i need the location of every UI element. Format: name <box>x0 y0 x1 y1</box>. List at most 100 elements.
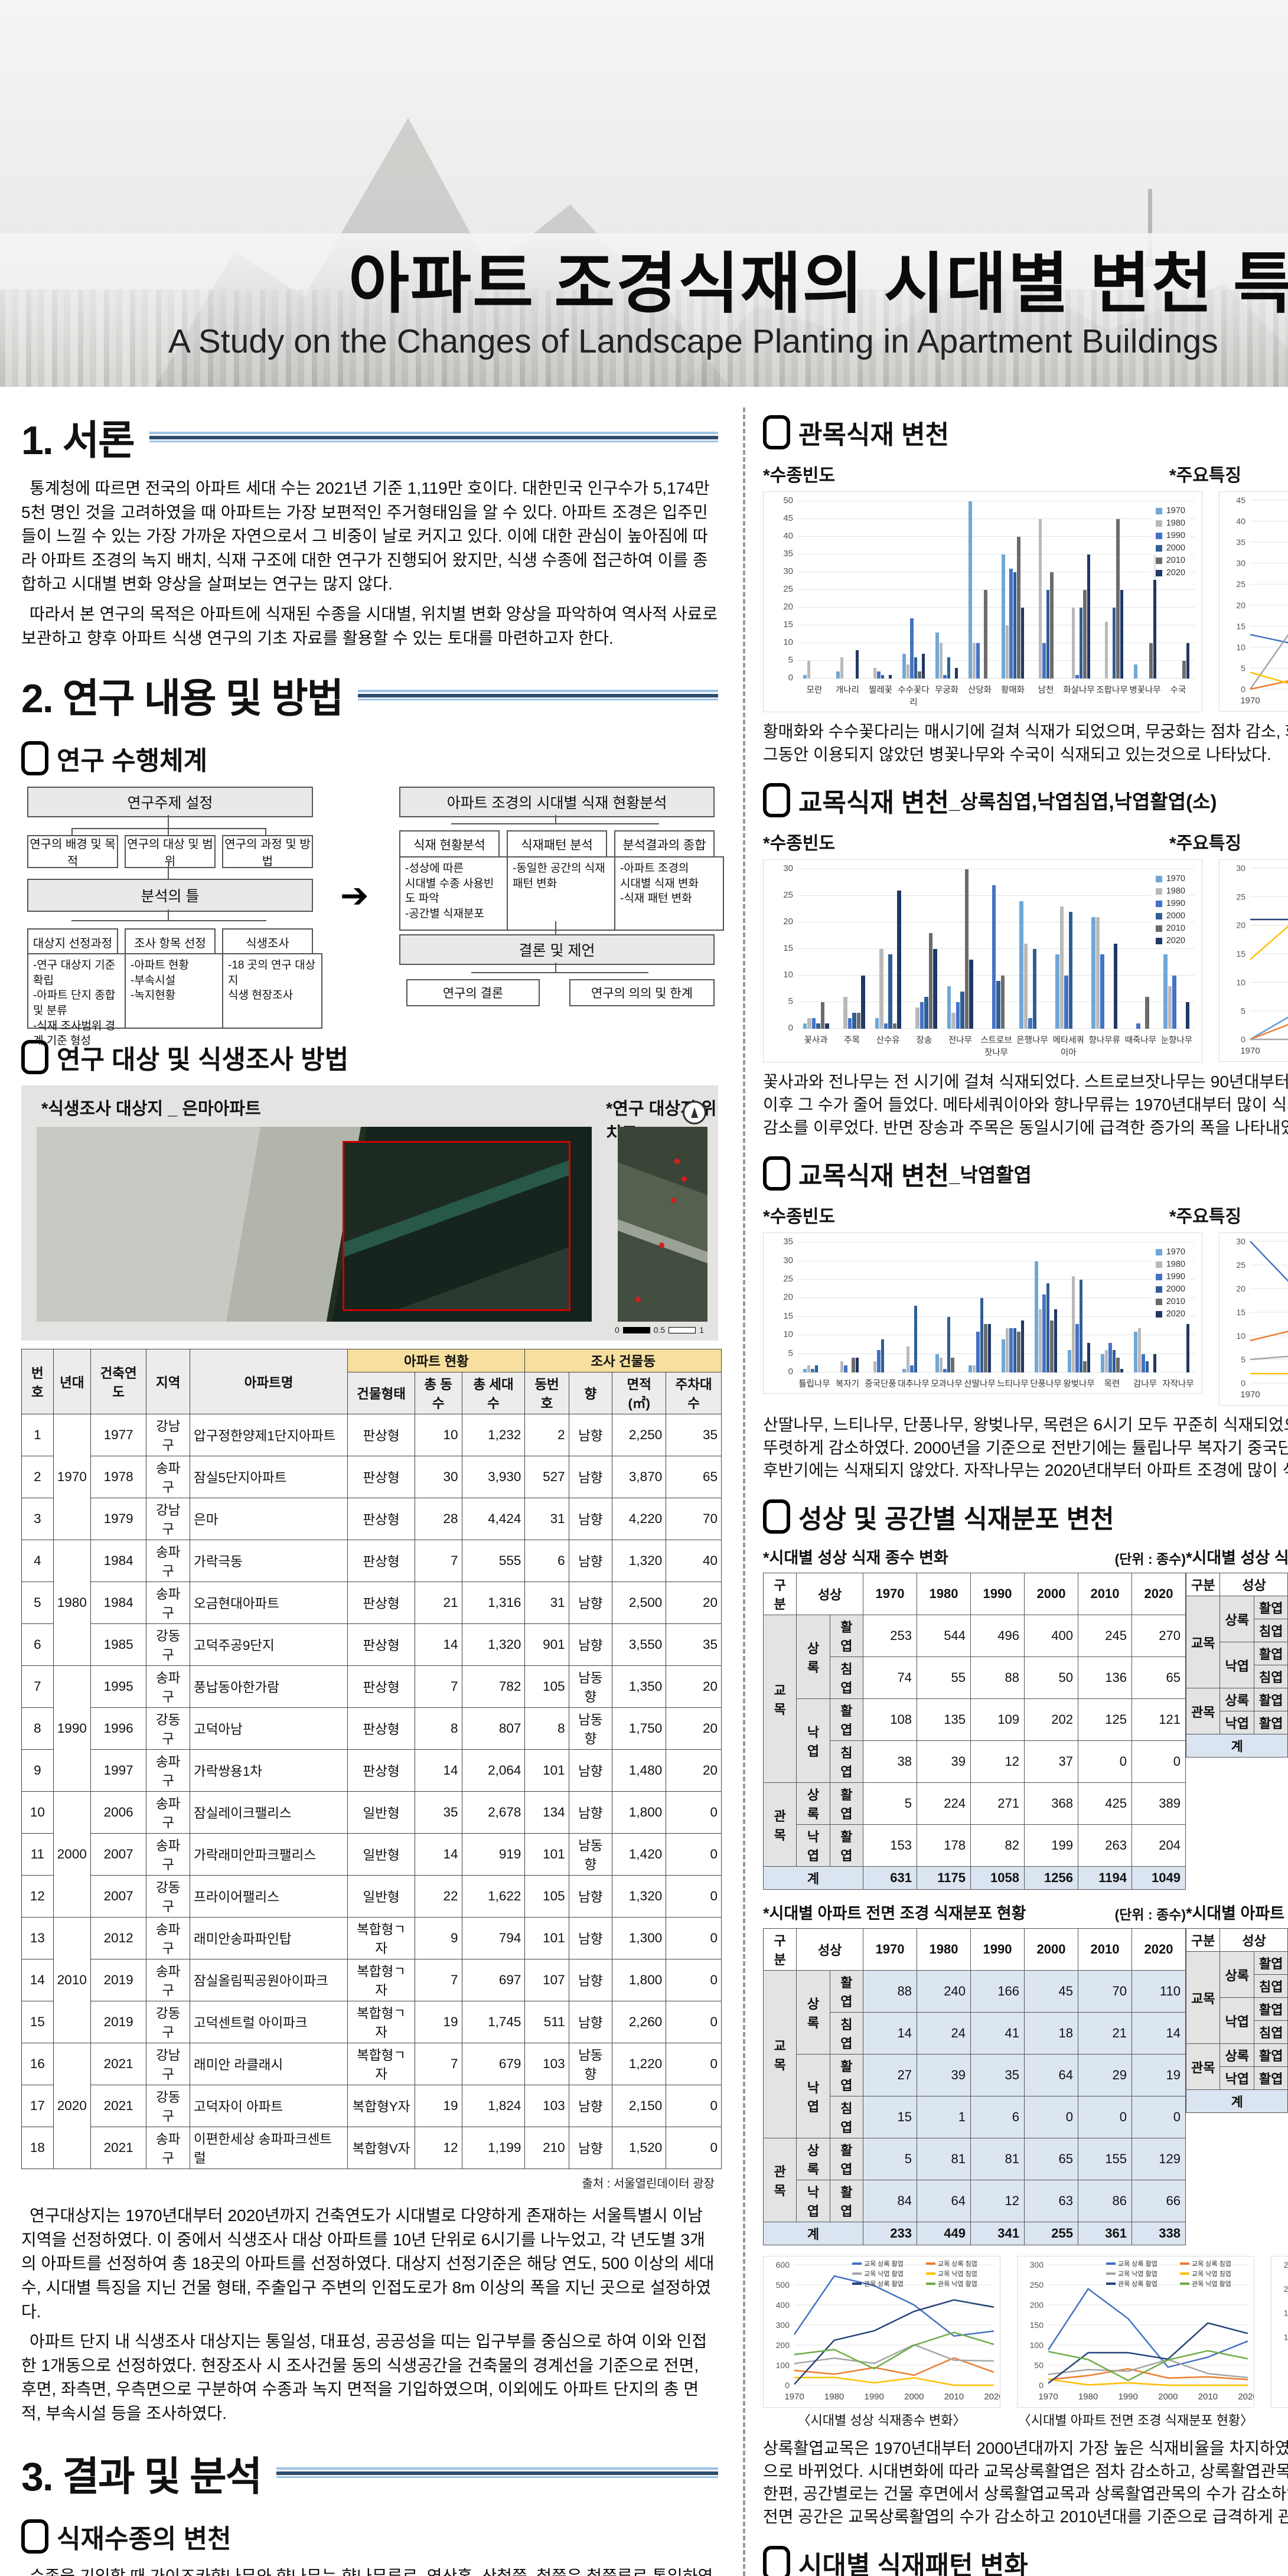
bar <box>1023 944 1028 1029</box>
cell-year: 1995 <box>90 1665 147 1708</box>
bar-group <box>983 885 1009 1029</box>
bar <box>1054 1309 1057 1373</box>
col-year: 2000 <box>1023 1928 1078 1971</box>
distribution-row: 관목 상록 활엽 5 224 271 368 425 389 <box>762 1782 1186 1867</box>
cell-area: 2,260 <box>612 2001 667 2044</box>
caption-line: 상록활엽교목은 1970년대부터 2000년대까지 가장 높은 식재비율을 차지… <box>763 2439 1288 2457</box>
value-cell: 38 <box>862 1740 917 1783</box>
svg-text:250: 250 <box>1284 2260 1288 2270</box>
bar <box>820 1002 825 1029</box>
bar-group <box>911 933 937 1029</box>
svg-text:40: 40 <box>1236 517 1245 526</box>
total-label: 계 <box>763 1866 863 1890</box>
cell-no: 16 <box>21 2043 54 2086</box>
cell-bno: 101 <box>524 1917 569 1960</box>
svg-text:10: 10 <box>1236 978 1245 987</box>
bar-group <box>839 976 865 1029</box>
cell-dong: 14 <box>414 1833 462 1876</box>
svg-text:45: 45 <box>1236 495 1245 505</box>
bar <box>1064 976 1068 1029</box>
value-cell: 400 <box>1023 1615 1078 1657</box>
group-header-status: 아파트 현황 <box>347 1349 526 1373</box>
bar <box>877 671 881 679</box>
value-cell: 110 <box>1131 1970 1186 2013</box>
cell-region: 강동구 <box>146 1707 191 1750</box>
cell-dong: 7 <box>414 1959 462 2002</box>
col-form: 성상 <box>1219 1573 1288 1596</box>
value-cell: 24 <box>916 2012 971 2055</box>
intro-text: 통계청에 따르면 전국의 아파트 세대 수는 2021년 기준 1,119만 호… <box>21 477 718 650</box>
value-cell: 14 <box>1131 2012 1186 2055</box>
section-3-heading: 3. 결과 및 분석 <box>21 2454 262 2499</box>
x-axis-label: 튤립나무 <box>798 1380 830 1390</box>
cell-no: 10 <box>21 1791 54 1834</box>
flow-right-root: 아파트 조경의 시대별 식재 현황분석 <box>399 787 715 818</box>
svg-text:1970: 1970 <box>1240 696 1260 706</box>
cell-dong: 19 <box>414 2085 462 2128</box>
value-cell: 45 <box>1023 1970 1078 2013</box>
location-map <box>618 1127 707 1322</box>
cell-no: 17 <box>21 2085 54 2128</box>
row-sub2: 침엽 <box>829 2012 863 2055</box>
svg-text:0: 0 <box>785 2381 790 2390</box>
chart-legend: 1970 1980 1990 2000 2010 2020 <box>1150 504 1190 580</box>
cell-dir: 남향 <box>568 2001 613 2044</box>
row-sub2: 활엽 <box>1253 1688 1288 1711</box>
banner: 아파트 조경식재의 시대별 변천 특성 A Study on the Chang… <box>0 0 1288 387</box>
cell-region: 강남구 <box>146 1498 191 1541</box>
cell-region: 강남구 <box>146 1414 191 1457</box>
bgrid: 35 <box>783 1237 1195 1247</box>
cell-units: 555 <box>461 1540 526 1583</box>
value-cell: 544 <box>916 1615 971 1657</box>
x-axis-label: 향나무류 <box>1088 1036 1120 1046</box>
bar <box>1075 675 1079 679</box>
total-value: 1058 <box>970 1866 1025 1890</box>
value-cell: 0 <box>1077 2096 1132 2138</box>
bar <box>875 1018 879 1029</box>
y-axis-label: 45 <box>783 513 793 523</box>
cell-parking: 40 <box>666 1540 722 1583</box>
subsection-pattern: 시대별 식재패턴 변화 <box>763 2544 1288 2576</box>
svg-text:5: 5 <box>1241 1006 1245 1016</box>
cell-form: 판상형 <box>347 1623 415 1667</box>
value-cell: 496 <box>970 1615 1025 1657</box>
cell-parking: 0 <box>666 2127 722 2170</box>
bar-group <box>947 869 973 1029</box>
cell-bno: 31 <box>524 1582 569 1625</box>
bar <box>807 1365 810 1373</box>
distribution-row: 낙엽 활엽 153 178 82 199 263 204 <box>764 1824 1186 1867</box>
table-row: 18 2021 송파구 이편한세상 송파파크센트럴 복합형V자 12 1,199 210 남향 1… <box>21 2127 722 2170</box>
value-cell: 253 <box>862 1615 917 1657</box>
value-cell: 166 <box>970 1970 1025 2013</box>
legend-year: 2010 <box>1166 556 1185 565</box>
value-cell: 81 <box>970 2138 1025 2180</box>
cell-year: 2021 <box>90 2127 147 2170</box>
cell-units: 697 <box>461 1959 526 2002</box>
bar <box>910 1365 914 1373</box>
section-1-heading: 1. 서론 <box>21 418 135 463</box>
flow-conclusion: 결론 및 제언 <box>399 934 715 966</box>
svg-text:1980: 1980 <box>824 2392 844 2402</box>
col-year: 2020 <box>1131 1928 1186 1971</box>
bgrid: 25 <box>783 890 1195 900</box>
value-cell: 21 <box>1077 2012 1132 2055</box>
col-year: 2000 <box>1023 1573 1078 1615</box>
table-row: 9 1997 송파구 가락쌍용1차 판상형 14 2,064 101 남향 1,480 20 <box>21 1749 722 1792</box>
cell-area: 3,870 <box>612 1456 667 1499</box>
col-year: 1990 <box>970 1573 1025 1615</box>
rounded-square-icon <box>763 783 790 818</box>
cell-era: 2020 <box>53 2043 91 2170</box>
table-row: 6 1985 강동구 고덕주공9단지 판상형 14 1,320 901 남향 3,550 35 <box>21 1623 722 1667</box>
bplot: 0 5 10 15 20 25 30 1970 1980 1990 2000 2010 2020 <box>783 863 1195 1033</box>
caption-line: 뚜렷하게 감소하였다. 2000년을 기준으로 전반기에는 튤립나무 복자기 중… <box>763 1438 1288 1457</box>
bar <box>1186 643 1189 679</box>
legend-swatch <box>1155 937 1162 944</box>
legend-swatch <box>1155 569 1162 576</box>
rounded-square-icon <box>763 415 790 449</box>
legend-entry: 1990 <box>1155 899 1185 908</box>
bar <box>1153 555 1156 679</box>
value-cell: 199 <box>1023 1824 1078 1867</box>
row-sub2: 침엽 <box>829 2096 863 2138</box>
cell-dir: 남향 <box>568 1749 613 1792</box>
